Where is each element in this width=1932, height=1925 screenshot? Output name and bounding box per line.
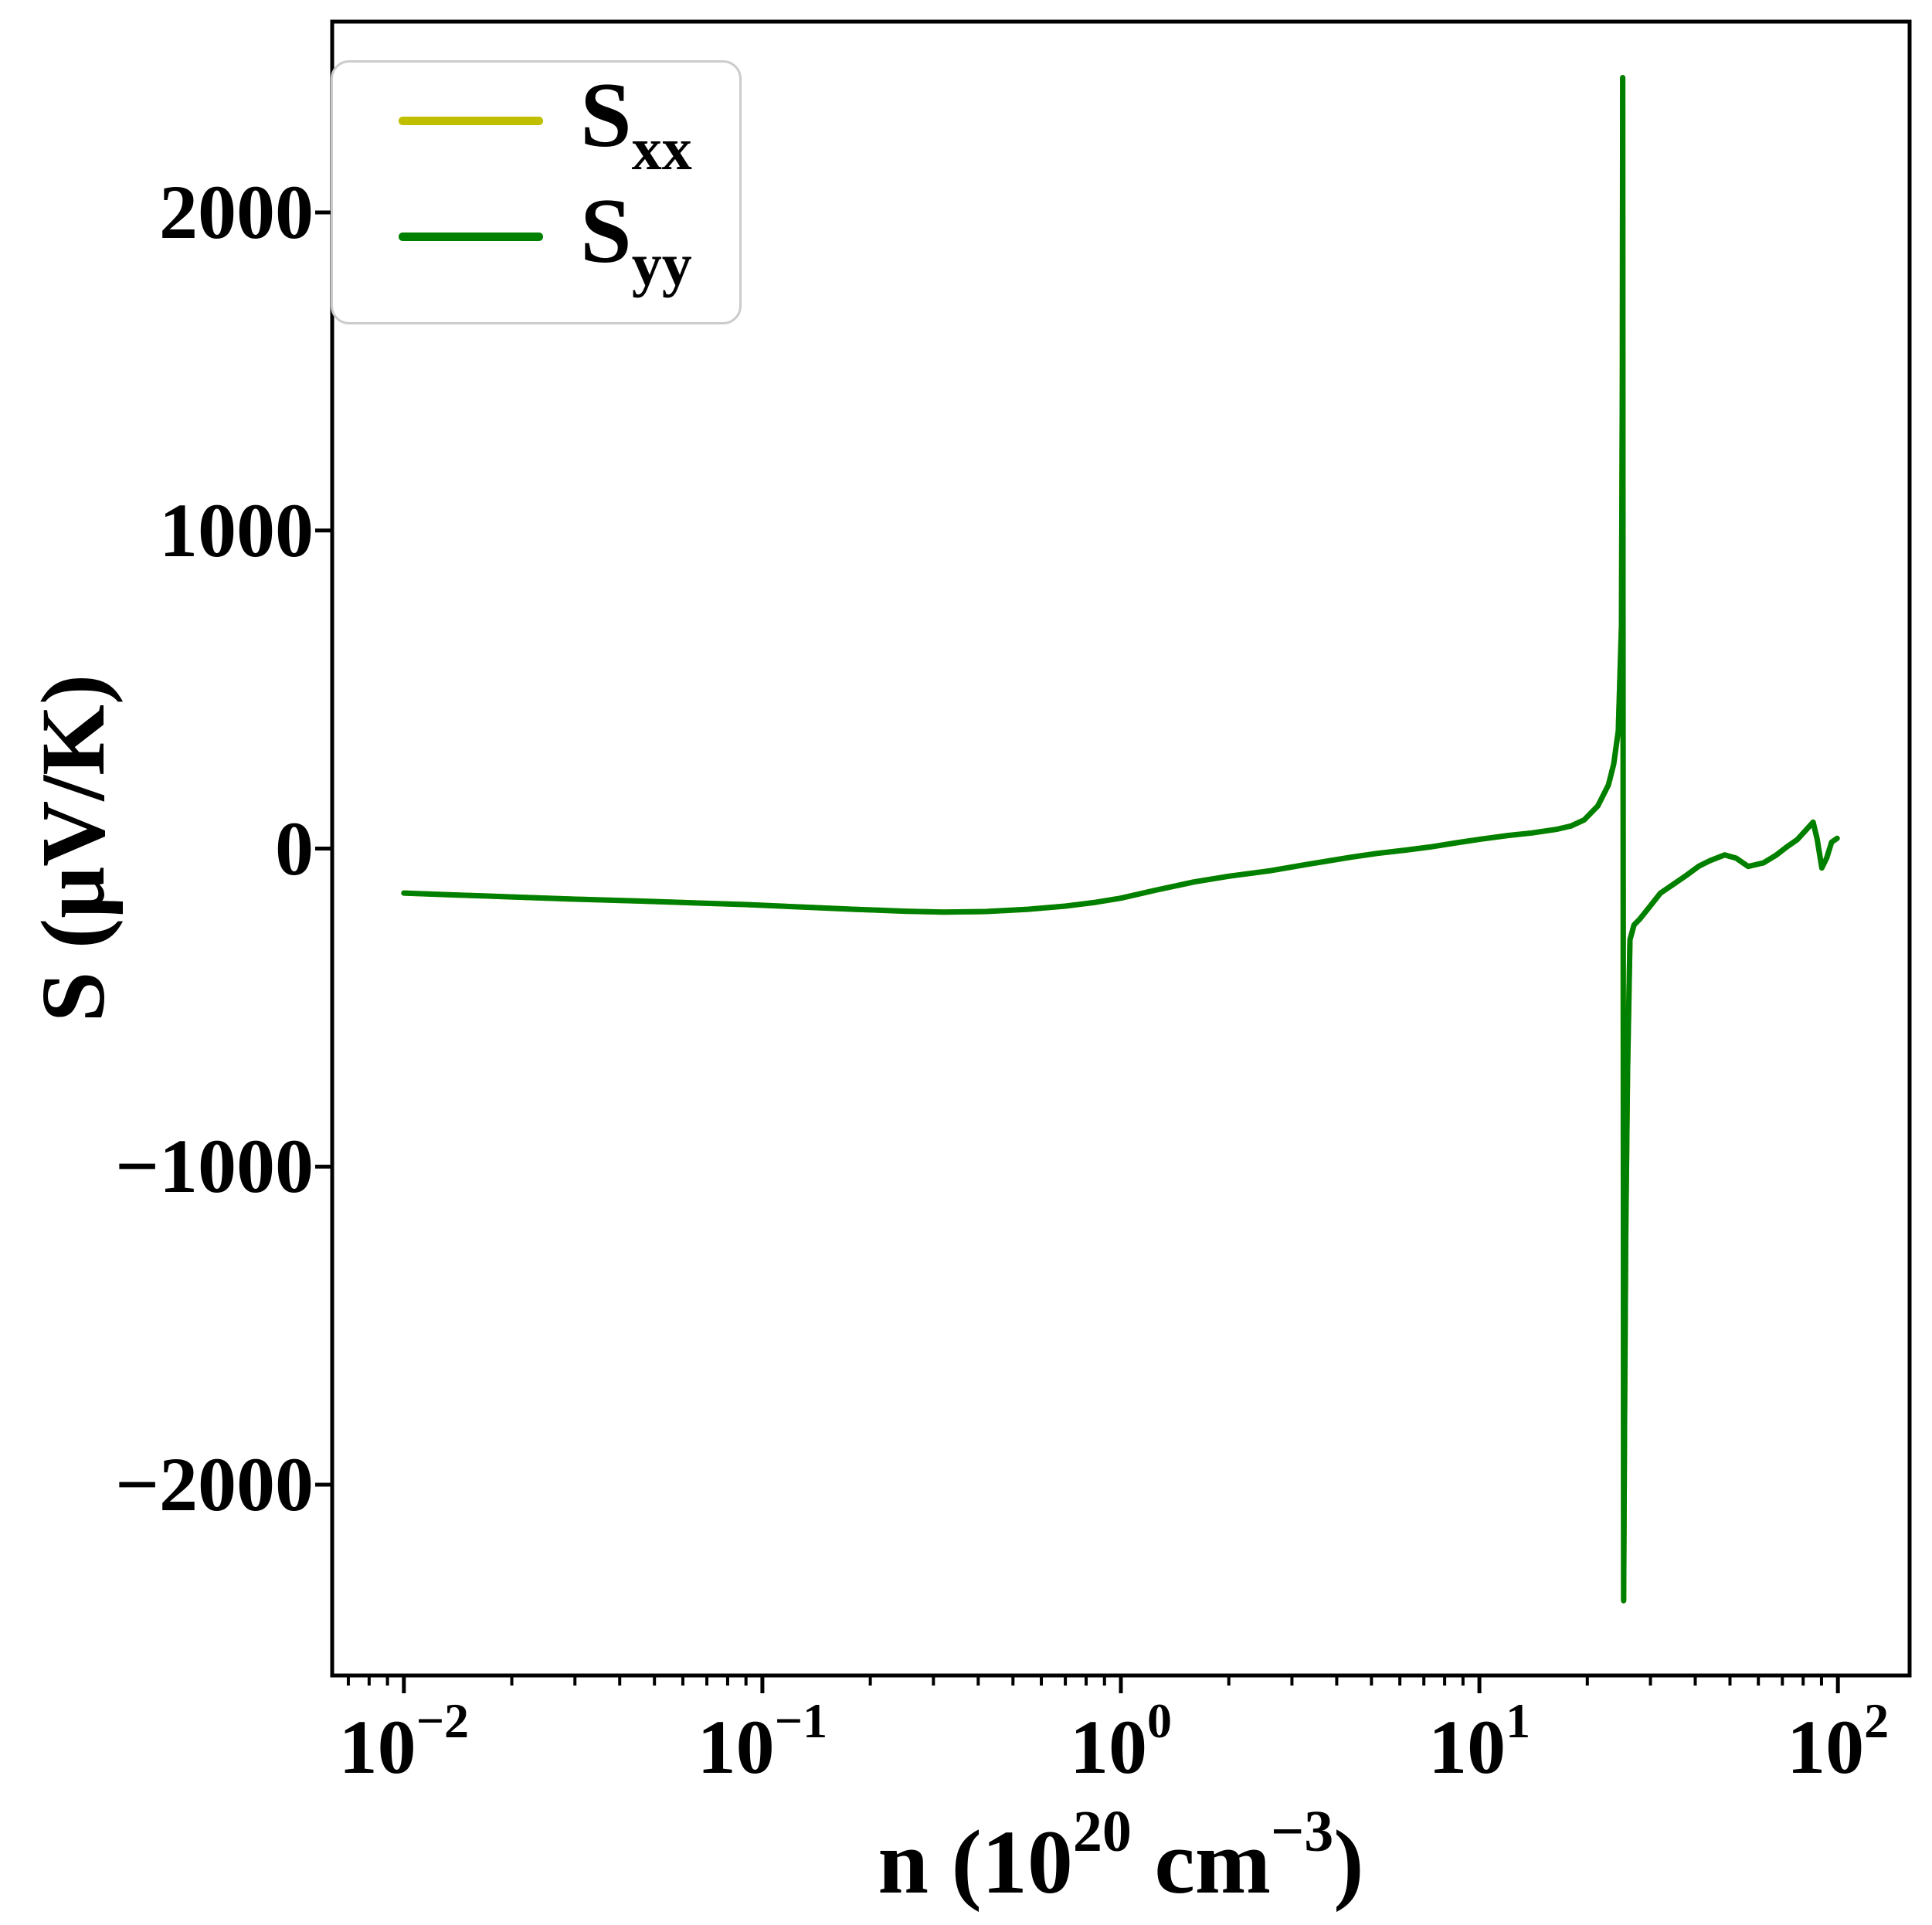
x-tick-base: 10 xyxy=(1787,1704,1865,1790)
legend: Sxx Syy xyxy=(331,60,742,324)
x-axis-title-unit: cm xyxy=(1131,1811,1271,1913)
x-tick-exponent: −1 xyxy=(774,1693,828,1748)
x-tick-label-1e-1: 10−1 xyxy=(698,1693,827,1795)
syy-line-swatch xyxy=(399,232,543,241)
x-tick-base: 10 xyxy=(1428,1704,1506,1790)
legend-label-subscript: xx xyxy=(631,115,692,182)
sxx-line-swatch xyxy=(399,116,543,125)
x-axis-title: n (1020 cm−3) xyxy=(878,1799,1363,1919)
x-tick-exponent: 0 xyxy=(1147,1693,1172,1748)
x-tick-base: 10 xyxy=(338,1704,416,1790)
x-tick-exponent: −2 xyxy=(416,1693,470,1748)
x-axis-title-exponent: 20 xyxy=(1072,1799,1132,1864)
x-axis-title-unit-exponent: −3 xyxy=(1270,1799,1334,1864)
legend-entry-syy: Syy xyxy=(399,178,739,299)
y-tick-label-neg2000: −2000 xyxy=(115,1441,314,1527)
legend-label-main: S xyxy=(580,63,632,166)
y-tick-label-neg1000: −1000 xyxy=(115,1123,314,1210)
y-axis-title: S (μV/K) xyxy=(22,674,124,1023)
y-tick-label-2000: 2000 xyxy=(159,169,314,256)
legend-label-main: S xyxy=(580,179,632,282)
x-tick-exponent: 1 xyxy=(1506,1693,1531,1748)
x-tick-label-1e1: 101 xyxy=(1428,1693,1530,1795)
x-tick-base: 10 xyxy=(1070,1704,1147,1790)
x-tick-label-1e0: 100 xyxy=(1070,1693,1172,1795)
x-axis-title-close: ) xyxy=(1333,1811,1364,1913)
y-tick-label-1000: 1000 xyxy=(159,487,314,573)
x-tick-label-1e2: 102 xyxy=(1787,1693,1889,1795)
legend-entry-sxx: Sxx xyxy=(399,63,739,183)
x-tick-label-1e-2: 10−2 xyxy=(339,1693,469,1795)
x-tick-base: 10 xyxy=(697,1704,775,1790)
legend-label-subscript: yy xyxy=(631,231,692,298)
x-tick-exponent: 2 xyxy=(1864,1693,1890,1748)
legend-label-syy: Syy xyxy=(580,185,692,299)
y-tick-label-0: 0 xyxy=(275,805,314,891)
legend-label-sxx: Sxx xyxy=(580,69,692,183)
x-axis-title-text: n (10 xyxy=(878,1811,1073,1913)
